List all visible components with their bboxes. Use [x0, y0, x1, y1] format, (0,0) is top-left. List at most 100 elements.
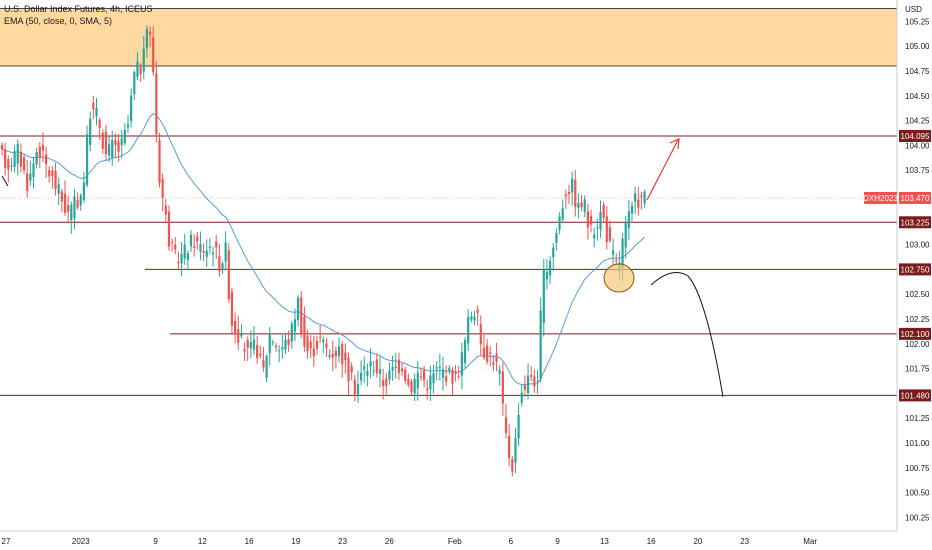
y-tick-6: 103.75: [905, 166, 930, 175]
candle-body: [574, 179, 577, 208]
levels-layer: [0, 135, 897, 396]
candle-body: [271, 341, 274, 343]
y-tick-0: 105.25: [905, 17, 930, 26]
candle-32: [101, 129, 104, 154]
candle-52: [164, 198, 167, 223]
candle-body: [460, 352, 463, 376]
candle-body: [117, 141, 120, 152]
candle-20: [63, 180, 67, 217]
x-tick-5: 19: [291, 537, 300, 546]
y-tick-19: 100.50: [905, 489, 930, 498]
candle-199: [627, 199, 630, 241]
candle-26: [82, 171, 85, 203]
candle-body: [10, 165, 13, 167]
candle-body: [63, 193, 67, 213]
resistance-zone: [0, 8, 897, 67]
x-tick-12: 16: [647, 537, 656, 546]
candle-183: [577, 193, 580, 219]
candle-body: [152, 37, 155, 73]
candle-162: [511, 455, 514, 477]
candle-body: [549, 261, 552, 276]
candle-body: [252, 339, 256, 350]
candle-body: [467, 317, 470, 344]
candle-body: [164, 205, 167, 215]
candle-body: [202, 251, 205, 254]
candle-173: [545, 259, 549, 290]
price-badge-label: 101.480: [901, 391, 930, 400]
candle-157: [495, 342, 498, 372]
candle-43: [136, 52, 139, 80]
candle-body: [344, 352, 347, 361]
resistance-zone-layer: [0, 8, 897, 67]
y-tick-4: 104.25: [905, 117, 930, 126]
candle-body: [448, 367, 451, 371]
x-tick-2: 9: [153, 537, 158, 546]
price-badge-label: 103.225: [901, 218, 930, 227]
candle-body: [388, 370, 391, 380]
candle-129: [407, 373, 410, 388]
candle-7: [22, 154, 26, 175]
candle-body: [171, 241, 174, 243]
candle-31: [98, 117, 101, 140]
candle-22: [70, 201, 73, 234]
candle-193: [608, 220, 612, 243]
candle-81: [256, 336, 259, 364]
candle-186: [586, 203, 589, 240]
candle-11: [35, 147, 38, 169]
candle-body: [322, 339, 325, 343]
candle-144: [454, 364, 457, 382]
candle-16: [51, 165, 54, 189]
candle-body: [41, 144, 45, 151]
candle-body: [634, 193, 637, 202]
candle-body: [637, 199, 640, 208]
current-price-badge: DXH2023 103.470: [863, 191, 931, 204]
candle-body: [457, 376, 460, 378]
candle-body: [608, 227, 612, 241]
candle-body: [35, 152, 38, 165]
candle-5: [16, 139, 19, 176]
candle-72: [227, 243, 230, 303]
candle-17: [54, 162, 57, 196]
price-badge-0: 104.095: [899, 129, 931, 142]
candle-50: [158, 132, 161, 188]
y-tick-1: 105.00: [905, 42, 930, 51]
candle-23: [73, 188, 76, 230]
candle-87: [274, 342, 278, 353]
candle-78: [246, 336, 249, 361]
candle-147: [463, 337, 467, 369]
candle-body: [423, 370, 426, 381]
candle-83: [262, 346, 265, 372]
candle-body: [366, 370, 369, 376]
candle-body: [419, 376, 423, 378]
candle-body: [297, 297, 300, 320]
candle-body: [435, 367, 438, 369]
candle-body: [240, 332, 243, 337]
price-badge-bg: [899, 216, 931, 229]
candle-137: [432, 364, 435, 394]
candle-body: [32, 163, 35, 178]
candle-body: [454, 371, 457, 374]
candle-body: [463, 339, 467, 364]
candle-body: [470, 316, 473, 320]
candle-188: [593, 227, 596, 248]
candle-95: [300, 291, 303, 338]
candle-body: [627, 211, 630, 229]
x-tick-7: 26: [385, 537, 394, 546]
price-badge-bg: [899, 327, 931, 340]
candle-body: [224, 242, 227, 262]
candle-102: [322, 336, 325, 354]
candle-body: [580, 202, 583, 208]
candle-89: [281, 334, 284, 359]
candle-body: [101, 132, 104, 149]
x-tick-0: 27: [2, 537, 11, 546]
candle-body: [624, 222, 627, 248]
price-badge-label: 102.750: [901, 265, 930, 274]
candle-180: [567, 184, 571, 205]
candle-34: [108, 136, 111, 162]
candle-4: [13, 145, 16, 173]
candle-body: [16, 143, 19, 164]
price-badge-bg: [899, 129, 931, 142]
candle-body: [98, 119, 101, 128]
candle-108: [341, 340, 344, 378]
